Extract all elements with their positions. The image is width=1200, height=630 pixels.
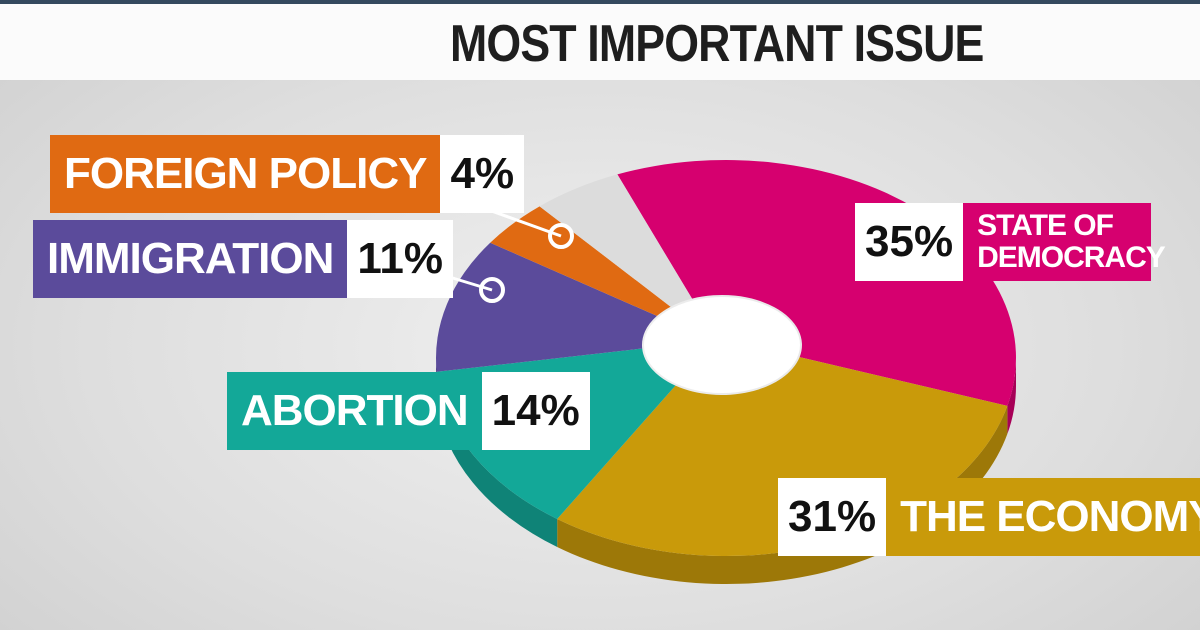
category-label: FOREIGN POLICY	[50, 135, 441, 213]
value-label: 31%	[778, 478, 887, 556]
title-bar: MOST IMPORTANT ISSUE	[0, 0, 1200, 80]
category-label: THE ECONOMY	[886, 478, 1200, 556]
slice	[539, 174, 693, 307]
value-label: 11%	[347, 220, 454, 298]
value-label: 4%	[440, 135, 525, 213]
leader-dot	[479, 277, 505, 303]
slice-side	[1007, 358, 1016, 434]
category-label: ABORTION	[227, 372, 482, 450]
value-label: 14%	[481, 372, 590, 450]
slice-label: 35% STATE OF DEMOCRACY	[855, 203, 1166, 281]
chart-title: MOST IMPORTANT ISSUE	[450, 15, 984, 73]
donut-hole	[644, 297, 800, 393]
slice	[436, 242, 657, 372]
slice-label: ABORTION 14%	[227, 372, 590, 450]
slice-side	[436, 371, 558, 547]
slice	[490, 206, 671, 316]
value-label: 35%	[855, 203, 964, 281]
slice-label: 31% THE ECONOMY	[778, 478, 1200, 556]
category-label: IMMIGRATION	[33, 220, 348, 298]
category-label: STATE OF DEMOCRACY	[963, 203, 1166, 281]
slice-label: FOREIGN POLICY 4%	[50, 135, 525, 213]
slice-label: IMMIGRATION 11%	[33, 220, 454, 298]
leader-dot	[548, 223, 574, 249]
